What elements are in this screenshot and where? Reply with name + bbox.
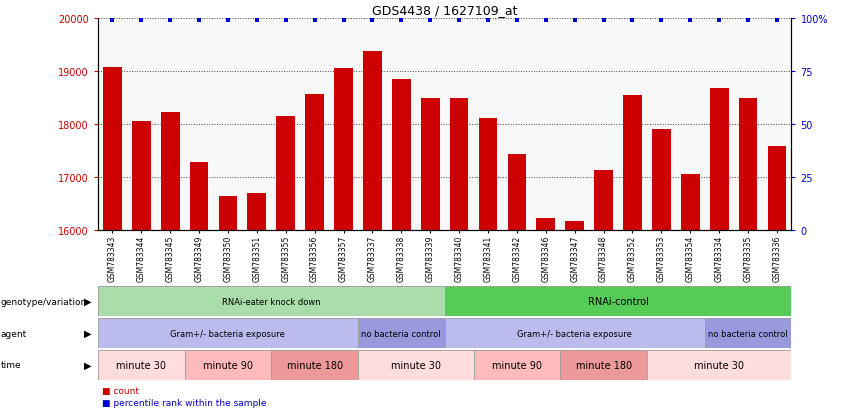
- Bar: [103, 67, 122, 231]
- Bar: [248, 193, 266, 231]
- Text: minute 30: minute 30: [391, 360, 441, 370]
- Bar: [334, 69, 353, 231]
- Bar: [190, 163, 208, 231]
- Text: minute 180: minute 180: [287, 360, 343, 370]
- Text: minute 30: minute 30: [117, 360, 166, 370]
- Bar: [478, 119, 497, 231]
- Text: RNAi-control: RNAi-control: [587, 297, 648, 306]
- Bar: [739, 99, 757, 231]
- Text: RNAi-eater knock down: RNAi-eater knock down: [222, 297, 321, 306]
- Text: genotype/variation: genotype/variation: [1, 297, 87, 306]
- Text: minute 90: minute 90: [203, 360, 253, 370]
- Title: GDS4438 / 1627109_at: GDS4438 / 1627109_at: [372, 5, 517, 17]
- Text: Gram+/- bacteria exposure: Gram+/- bacteria exposure: [170, 329, 285, 338]
- Text: no bacteria control: no bacteria control: [362, 329, 441, 338]
- Bar: [132, 121, 151, 231]
- Text: minute 180: minute 180: [575, 360, 631, 370]
- Bar: [536, 218, 555, 231]
- Bar: [710, 89, 728, 231]
- Bar: [565, 221, 584, 231]
- Text: ▶: ▶: [84, 360, 91, 370]
- Bar: [449, 99, 469, 231]
- Bar: [306, 95, 324, 231]
- Bar: [768, 147, 786, 231]
- Bar: [277, 116, 295, 231]
- Text: no bacteria control: no bacteria control: [708, 329, 788, 338]
- Bar: [681, 174, 700, 231]
- Bar: [161, 112, 180, 231]
- Text: minute 30: minute 30: [694, 360, 744, 370]
- Text: ▶: ▶: [84, 328, 91, 338]
- Text: ▶: ▶: [84, 297, 91, 306]
- Text: ■ count: ■ count: [102, 386, 139, 395]
- Text: minute 90: minute 90: [492, 360, 542, 370]
- Bar: [507, 155, 526, 231]
- Text: ■ percentile rank within the sample: ■ percentile rank within the sample: [102, 398, 266, 407]
- Text: time: time: [1, 361, 21, 370]
- Bar: [420, 99, 440, 231]
- Bar: [219, 197, 237, 231]
- Text: Gram+/- bacteria exposure: Gram+/- bacteria exposure: [517, 329, 632, 338]
- Bar: [652, 130, 671, 231]
- Text: agent: agent: [1, 329, 27, 338]
- Bar: [392, 80, 411, 231]
- Bar: [594, 171, 613, 231]
- Bar: [623, 95, 642, 231]
- Bar: [363, 52, 382, 231]
